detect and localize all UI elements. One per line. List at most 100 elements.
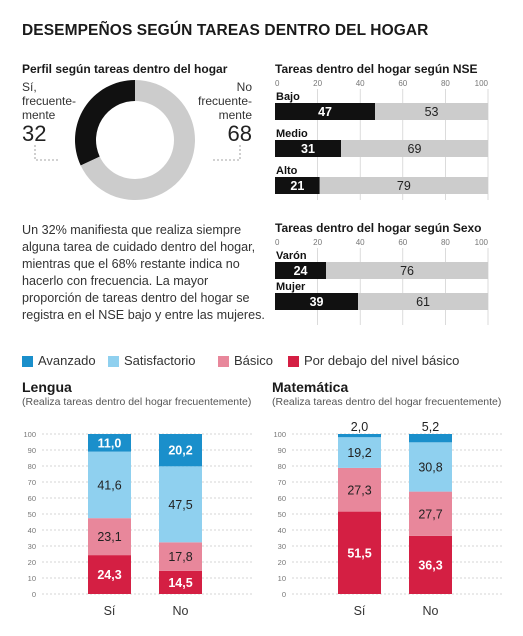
data-label: 19,2	[347, 446, 371, 460]
bar-segment	[88, 555, 131, 594]
bar-segment	[409, 434, 452, 443]
donut-right-label-line: mente	[218, 108, 252, 122]
data-label: 47	[318, 105, 332, 119]
donut-left-label-line: Sí,	[22, 80, 37, 94]
x-tick-label: 60	[398, 238, 407, 247]
x-tick-label: 100	[475, 79, 489, 88]
bar-segment	[159, 542, 202, 571]
x-tick-label: 0	[275, 238, 280, 247]
donut-right-label-line: frecuente-	[198, 94, 253, 108]
data-label: 79	[397, 179, 411, 193]
x-tick-label: 20	[313, 238, 322, 247]
legend-swatch	[218, 356, 229, 367]
nse-chart: 0 20 40 60 80 100 Bajo 47 53 Medio 31 69 Alto 21 79	[275, 79, 489, 200]
y-tick-label: 0	[282, 590, 286, 599]
y-tick-label: 90	[278, 446, 286, 455]
data-label: 47,5	[168, 498, 192, 512]
category-label: Alto	[276, 165, 298, 177]
summary-paragraph: Un 32% manifiesta que realiza siempre al…	[22, 223, 265, 322]
data-label: 51,5	[347, 546, 371, 560]
category-label: Medio	[276, 128, 308, 140]
page-title: DESEMPEÑOS SEGÚN TAREAS DENTRO DEL HOGAR	[22, 22, 429, 39]
donut-slice-si	[75, 80, 135, 166]
data-label: 31	[301, 142, 315, 156]
x-tick-label: 80	[441, 79, 450, 88]
donut-left-label-line: mente	[22, 108, 56, 122]
bar-segment	[88, 434, 131, 452]
nse-chart-title: Tareas dentro del hogar según NSE	[275, 62, 478, 76]
y-tick-label: 50	[28, 510, 36, 519]
legend-swatch	[108, 356, 119, 367]
data-label: 5,2	[422, 420, 439, 434]
donut-right-label: No frecuente- mente	[198, 80, 252, 122]
data-label: 27,7	[418, 507, 442, 521]
x-tick-label: 40	[356, 79, 365, 88]
x-tick-label: 60	[398, 79, 407, 88]
y-tick-label: 10	[278, 574, 286, 583]
matematica-chart: 0 10 20 30 40 50 60 70 80 90 100 51,5 27,3 19,2 2,0 Sí 3…	[273, 420, 504, 618]
donut-left-leader	[34, 145, 60, 161]
donut-chart	[34, 80, 241, 200]
data-label: 11,0	[98, 436, 122, 450]
data-label: 27,3	[347, 483, 371, 497]
x-tick-label: 40	[356, 238, 365, 247]
bar-segment	[159, 466, 202, 543]
lengua-subtitle: (Realiza tareas dentro del hogar frecuen…	[22, 396, 252, 408]
bar-segment	[159, 434, 202, 467]
donut-heading: Perfil según tareas dentro del hogar	[22, 62, 228, 76]
bar-segment	[375, 103, 488, 120]
x-tick-label: 80	[441, 238, 450, 247]
y-tick-label: 10	[28, 574, 36, 583]
matematica-subtitle: (Realiza tareas dentro del hogar frecuen…	[272, 396, 502, 408]
bar-segment	[275, 103, 376, 120]
legend-swatch	[22, 356, 33, 367]
y-tick-label: 40	[278, 526, 286, 535]
data-label: 23,1	[97, 530, 121, 544]
bar-segment	[409, 491, 452, 536]
lengua-title: Lengua	[22, 379, 72, 395]
bar-segment	[275, 262, 327, 279]
category-label: No	[423, 604, 439, 618]
y-tick-label: 50	[278, 510, 286, 519]
donut-left-label: Sí, frecuente- mente	[22, 80, 76, 122]
category-label: Sí	[354, 604, 366, 618]
donut-left-label-line: frecuente-	[22, 94, 77, 108]
legend-swatch	[288, 356, 299, 367]
bar-segment	[358, 293, 488, 310]
matematica-title: Matemática	[272, 379, 349, 395]
data-label: 17,8	[168, 550, 192, 564]
bar-segment	[88, 451, 131, 519]
y-tick-label: 0	[32, 590, 36, 599]
y-tick-label: 100	[273, 430, 286, 439]
y-tick-label: 100	[23, 430, 36, 439]
data-label: 20,2	[168, 444, 192, 458]
x-tick-label: 20	[313, 79, 322, 88]
category-label: Bajo	[276, 91, 300, 103]
legend-label: Por debajo del nivel básico	[304, 353, 460, 368]
y-tick-label: 90	[28, 446, 36, 455]
bar-segment	[88, 518, 131, 556]
data-label: 39	[310, 295, 324, 309]
data-label: 24	[294, 264, 308, 278]
data-label: 21	[290, 179, 304, 193]
y-tick-label: 20	[28, 558, 36, 567]
y-tick-label: 80	[28, 462, 36, 471]
bar-segment	[275, 177, 320, 194]
y-tick-label: 70	[278, 478, 286, 487]
data-label: 2,0	[351, 420, 368, 434]
bar-segment	[341, 140, 488, 157]
y-tick-label: 60	[28, 494, 36, 503]
y-tick-label: 40	[28, 526, 36, 535]
donut-right-value: 68	[227, 121, 252, 146]
y-tick-label: 60	[278, 494, 286, 503]
data-label: 30,8	[418, 460, 442, 474]
y-tick-label: 20	[278, 558, 286, 567]
data-label: 41,6	[97, 478, 121, 492]
y-tick-label: 30	[28, 542, 36, 551]
donut-slice-no	[80, 80, 196, 200]
bar-segment	[338, 437, 381, 468]
bar-segment	[319, 177, 488, 194]
x-tick-label: 100	[475, 238, 489, 247]
bar-segment	[338, 434, 381, 438]
category-label: No	[173, 604, 189, 618]
